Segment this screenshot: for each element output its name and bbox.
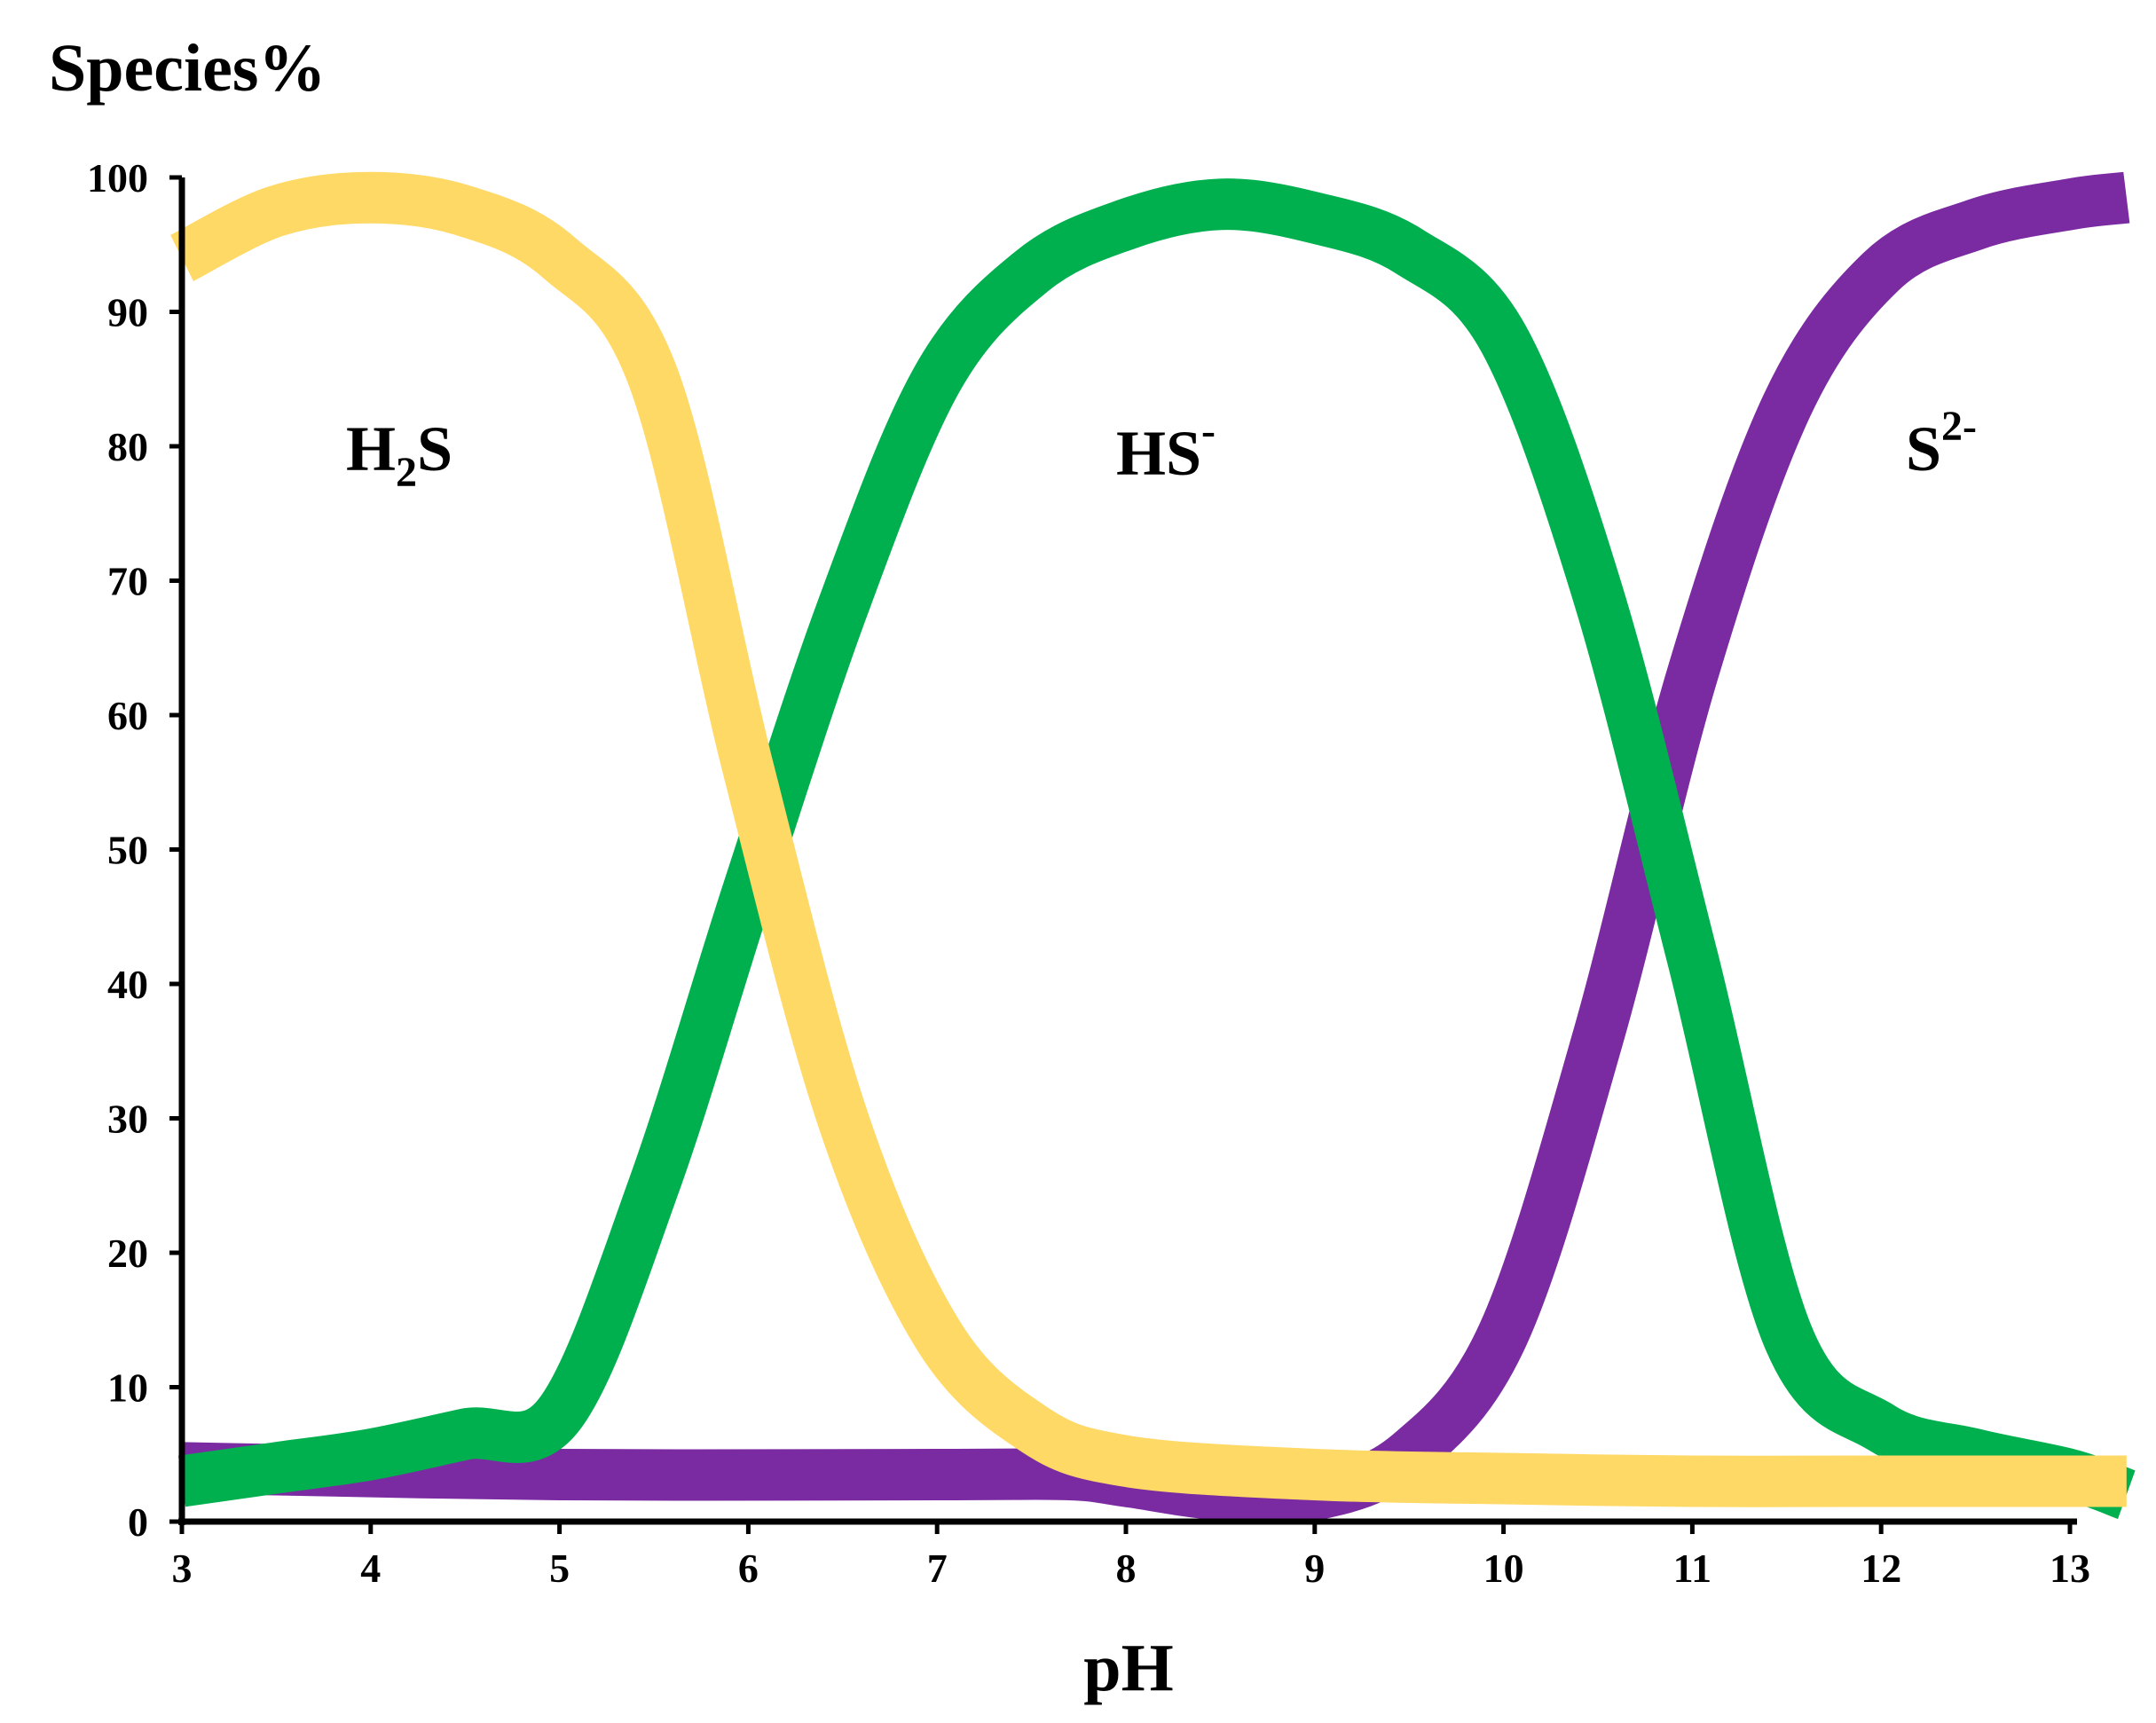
ticks: 3 4 5 6 7 8 9 10 11 12 13 0 10 20 30 40 50 60 70 80 90 100 — [87, 155, 2090, 1591]
label-hs-base: HS — [1116, 418, 1201, 489]
y-tick-label: 30 — [107, 1097, 148, 1142]
y-tick-label: 50 — [107, 828, 148, 873]
label-h2s-sub: 2 — [396, 449, 417, 496]
series-line-s2 — [181, 171, 2130, 1524]
x-tick-label: 13 — [2050, 1546, 2090, 1591]
y-tick-label: 20 — [107, 1231, 148, 1276]
x-tick-label: 12 — [1861, 1546, 1901, 1591]
x-tick-label: 6 — [738, 1546, 759, 1591]
species-labels: H2S HS- S2- — [346, 403, 1977, 496]
label-h2s-base: H — [346, 413, 396, 484]
x-tick-label: 11 — [1673, 1546, 1711, 1591]
x-tick-label: 7 — [927, 1546, 948, 1591]
label-s2: S2- — [1906, 403, 1977, 484]
y-tick-label: 70 — [107, 559, 148, 604]
y-tick-label: 40 — [107, 962, 148, 1007]
x-axis-title: pH — [1083, 1631, 1173, 1705]
y-axis-title: Species% — [49, 31, 326, 106]
x-tick-label: 8 — [1116, 1546, 1137, 1591]
series-line-h2s — [169, 171, 2127, 1507]
y-tick-label: 100 — [87, 155, 148, 201]
label-hs: HS- — [1116, 407, 1216, 489]
x-tick-label: 9 — [1304, 1546, 1325, 1591]
series-layer — [169, 171, 2136, 1524]
label-s2-sup: 2- — [1941, 403, 1977, 450]
label-h2s-tail: S — [417, 413, 452, 484]
y-tick-label: 0 — [128, 1499, 148, 1545]
label-hs-sup: - — [1201, 407, 1216, 454]
x-tick-label: 10 — [1483, 1546, 1524, 1591]
y-tick-label: 10 — [107, 1365, 148, 1411]
x-tick-label: 5 — [549, 1546, 570, 1591]
label-h2s: H2S — [346, 413, 452, 496]
series-line-hs — [177, 178, 2136, 1519]
y-tick-label: 80 — [107, 424, 148, 469]
label-s2-base: S — [1906, 413, 1941, 484]
x-tick-label: 3 — [172, 1546, 193, 1591]
y-tick-label: 60 — [107, 693, 148, 738]
x-tick-label: 4 — [360, 1546, 381, 1591]
y-tick-label: 90 — [107, 290, 148, 335]
